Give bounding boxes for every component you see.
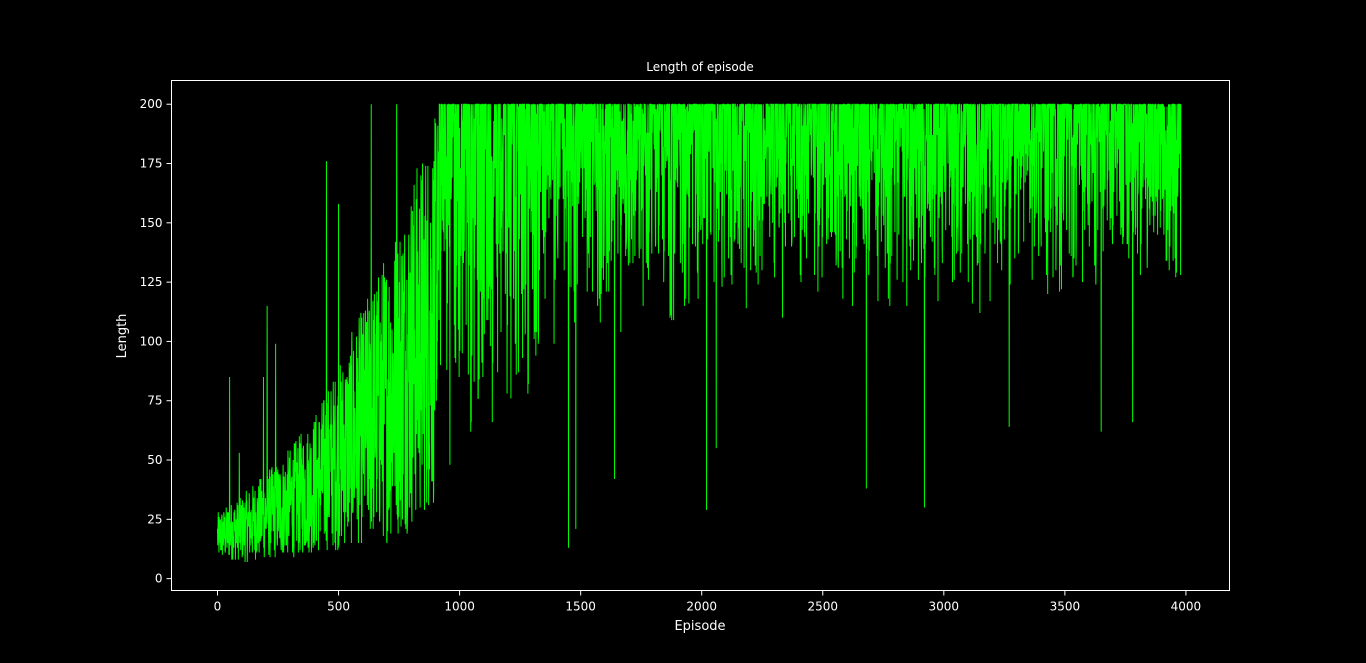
x-tick-label: 3500 <box>1050 600 1081 614</box>
x-tick-label: 2000 <box>686 600 717 614</box>
y-tick-label: 25 <box>147 512 162 526</box>
series-layer <box>217 103 1182 563</box>
y-axis-ticks: 0 25 50 75 100 125 150 175 200 <box>140 97 172 586</box>
y-tick-label: 125 <box>140 275 163 289</box>
y-axis-label: Length <box>115 314 130 359</box>
y-tick-label: 75 <box>147 394 162 408</box>
x-tick-label: 500 <box>327 600 350 614</box>
x-tick-label: 4000 <box>1171 600 1202 614</box>
y-tick-label: 150 <box>140 216 163 230</box>
y-tick-label: 100 <box>140 334 163 348</box>
plot-frame <box>171 80 1230 591</box>
y-tick-label: 175 <box>140 157 163 171</box>
x-tick-label: 1000 <box>444 600 475 614</box>
x-tick-label: 1500 <box>565 600 596 614</box>
x-tick-label: 3000 <box>929 600 960 614</box>
x-axis-label: Episode <box>674 619 725 634</box>
y-tick-label: 0 <box>155 572 163 586</box>
episode-length-line <box>217 103 1182 563</box>
x-axis-ticks: 0 500 1000 1500 2000 2500 3000 3500 4000 <box>214 590 1202 614</box>
x-tick-label: 0 <box>214 600 222 614</box>
chart-title: Length of episode <box>646 60 754 74</box>
y-tick-label: 50 <box>147 453 162 467</box>
x-tick-label: 2500 <box>807 600 838 614</box>
y-tick-label: 200 <box>140 97 163 111</box>
